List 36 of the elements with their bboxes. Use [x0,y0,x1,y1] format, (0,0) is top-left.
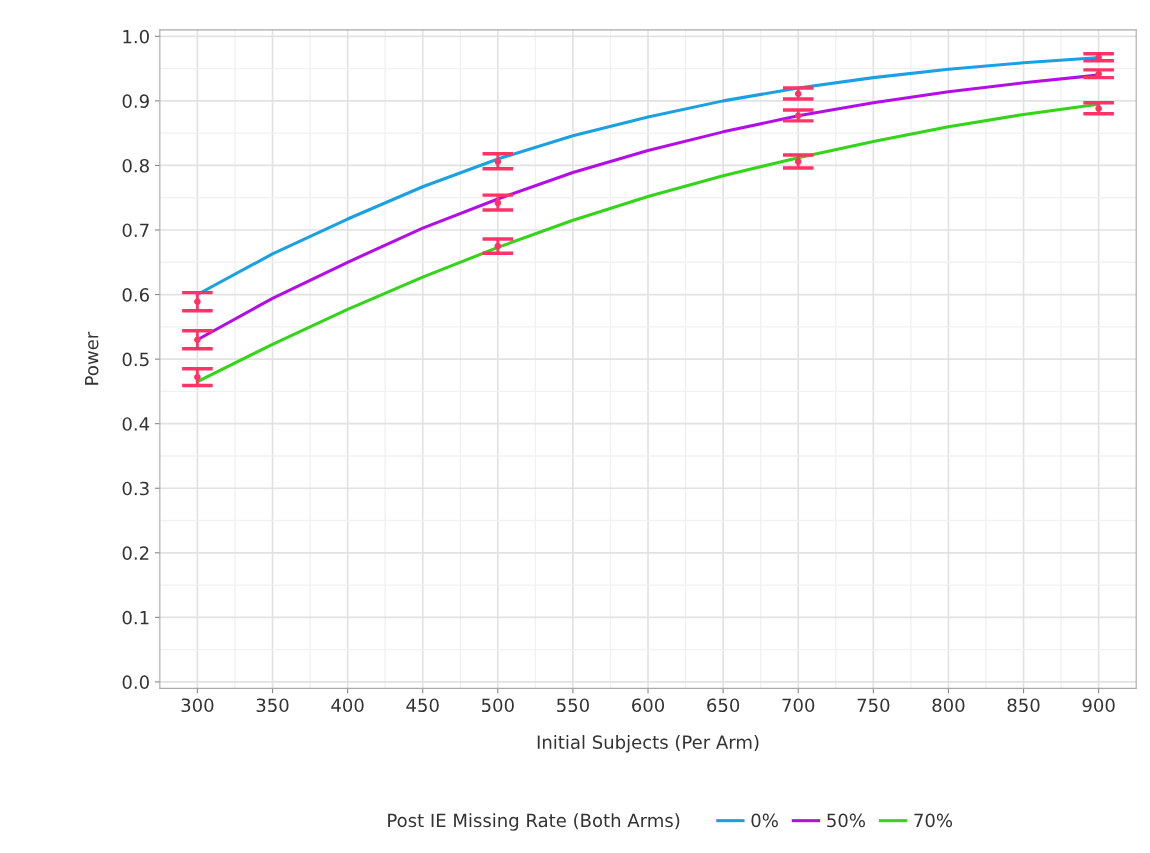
x-tick-label: 800 [932,698,965,713]
y-tick-label: 0.9 [122,94,149,108]
y-tick-label: 1.0 [123,29,149,44]
x-tick-label: 500 [481,698,514,713]
y-tick-label: 0.0 [122,675,149,690]
x-tick-label: 400 [331,698,364,713]
x-tick-label: 450 [406,698,439,713]
x-tick-label: 750 [857,698,890,713]
legend-label: 50% [827,813,865,828]
point [494,199,502,207]
legend-title: Post IE Missing Rate (Both Arms) [388,813,680,831]
point [194,336,201,344]
y-axis-title: Power [85,331,99,385]
y-tick-label: 0.3 [122,481,149,496]
y-tick-label: 0.4 [122,417,150,431]
y-tick-label: 0.6 [122,288,149,302]
x-tick-label: 550 [557,698,589,713]
y-tick-label: 0.1 [122,610,149,625]
point [494,158,502,165]
x-tick-label: 600 [632,698,665,713]
legend-label: 70% [914,813,953,828]
legend-label: 0% [751,813,778,828]
x-tick-label: 350 [256,698,289,713]
point [194,298,201,305]
y-tick-label: 0.7 [122,223,149,238]
point [194,373,201,381]
x-tick-label: 900 [1082,698,1115,713]
y-tick-label: 0.5 [122,352,149,367]
x-tick-label: 850 [1007,698,1040,713]
x-tick-label: 700 [782,698,815,713]
y-tick-label: 0.8 [122,158,149,173]
x-tick-label: 650 [707,698,740,713]
point [494,242,502,250]
x-axis-title: Initial Subjects (Per Arm) [537,735,759,753]
y-tick-label: 0.2 [122,546,149,560]
x-tick-label: 300 [181,698,214,713]
